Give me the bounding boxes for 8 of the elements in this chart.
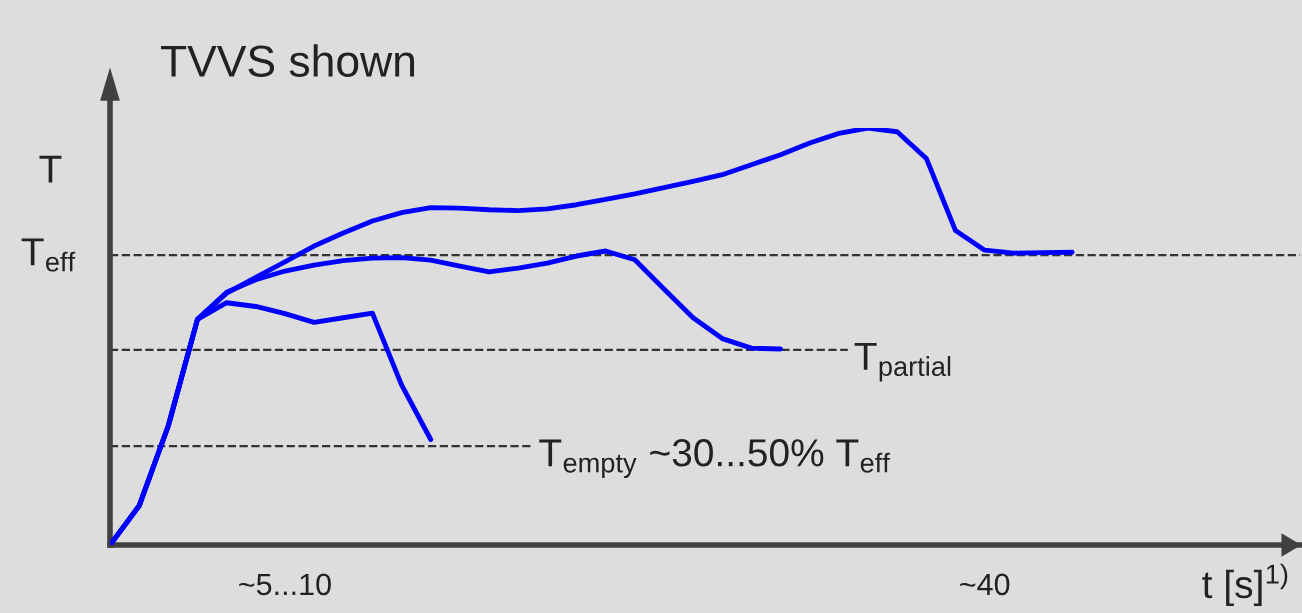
ref-line-label: T$_{eff}$ xyxy=(21,238,76,272)
y-axis-title: T xyxy=(39,155,62,183)
x-axis-title: t [s]$^{1)}$ xyxy=(1202,563,1288,606)
x-tick-label: ~5...10 xyxy=(239,573,331,596)
ref-line-label: T$_{partial}$ xyxy=(854,342,951,382)
ref-line-label: T$_{empty}$ ~30...50% T$_{eff}$ xyxy=(539,439,890,479)
chart-title: TVVS shown xyxy=(161,44,415,77)
x-tick-label: ~40 xyxy=(960,573,1010,596)
